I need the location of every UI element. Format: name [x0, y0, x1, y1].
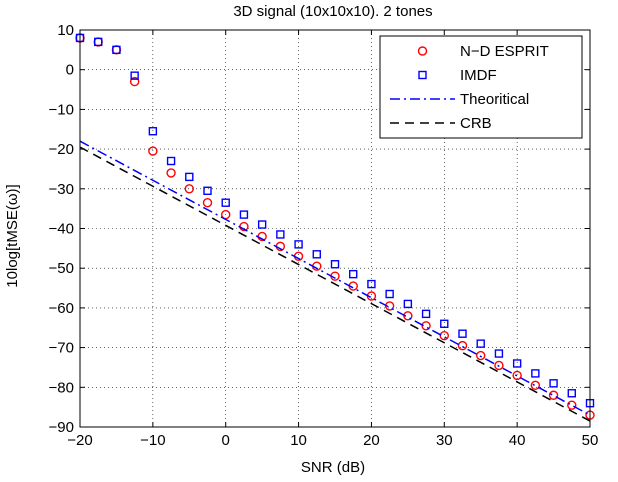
data-point-imdf	[494, 349, 504, 358]
data-point-imdf	[549, 379, 558, 388]
y-tick-label: −60	[49, 300, 74, 317]
legend-marker	[418, 70, 427, 80]
data-point-n-d-esprit	[512, 370, 522, 381]
y-tick-label: −20	[49, 141, 74, 158]
series-crb	[79, 146, 591, 422]
data-point-imdf	[112, 45, 121, 55]
x-tick-label: 0	[222, 432, 230, 449]
x-tick-label: −10	[140, 432, 165, 449]
x-tick-label: 20	[363, 432, 380, 449]
series-imdf	[75, 33, 595, 408]
data-point-imdf	[166, 156, 176, 166]
data-point-n-d-esprit	[148, 146, 158, 156]
y-tick-label: −90	[49, 419, 74, 436]
data-point-imdf	[276, 230, 285, 239]
data-point-imdf	[203, 186, 212, 195]
data-point-imdf	[312, 250, 321, 259]
data-point-imdf	[385, 289, 394, 299]
axis-ticks: −20 −10 0 10 20 30 40 50 −90 −80 −70 −60 −50 −40 −30 −2…	[49, 22, 599, 449]
data-point-imdf	[476, 339, 485, 348]
data-point-imdf	[221, 198, 230, 207]
data-point-n-d-esprit	[548, 390, 559, 400]
x-tick-label: 10	[290, 432, 307, 449]
data-point-n-d-esprit	[439, 330, 449, 341]
legend-marker	[417, 46, 428, 56]
data-point-n-d-esprit	[476, 350, 486, 361]
data-point-imdf	[567, 389, 576, 398]
data-point-imdf	[440, 319, 449, 328]
data-point-imdf	[239, 210, 249, 219]
data-point-imdf	[148, 127, 158, 136]
legend-label: Theoritical	[460, 91, 529, 108]
data-point-n-d-esprit	[494, 360, 504, 371]
data-series	[75, 33, 595, 422]
series-theoritical	[79, 140, 591, 416]
data-point-imdf	[458, 329, 467, 338]
data-point-n-d-esprit	[184, 184, 194, 194]
data-point-imdf	[403, 299, 413, 309]
data-point-n-d-esprit	[567, 400, 577, 410]
data-point-imdf	[130, 71, 139, 80]
y-tick-label: −40	[49, 221, 74, 238]
data-point-n-d-esprit	[421, 321, 431, 331]
legend: N−D ESPRIT IMDF Theoritical CRB	[379, 35, 583, 139]
data-point-imdf	[257, 220, 267, 229]
y-tick-label: −30	[49, 181, 74, 198]
legend-label: N−D ESPRIT	[460, 43, 549, 60]
data-point-imdf	[531, 369, 540, 378]
y-tick-label: −10	[49, 101, 74, 118]
y-tick-label: 10	[57, 22, 74, 39]
x-tick-label: −20	[67, 432, 92, 449]
data-point-imdf	[330, 260, 340, 269]
legend-label: IMDF	[460, 67, 497, 84]
x-axis-title: SNR (dB)	[301, 459, 365, 476]
data-point-n-d-esprit	[166, 168, 176, 178]
x-tick-label: 50	[582, 432, 599, 449]
chart-title: 3D signal (10x10x10). 2 tones	[233, 3, 432, 20]
data-point-n-d-esprit	[530, 380, 541, 391]
data-point-imdf	[512, 359, 522, 368]
y-axis-title: 10log[tMSE(ω)]	[4, 184, 21, 287]
x-tick-label: 40	[509, 432, 526, 449]
series-line-theoritical	[79, 140, 591, 416]
y-tick-label: −80	[49, 379, 74, 396]
y-tick-label: 0	[66, 62, 74, 79]
legend-label: CRB	[460, 115, 492, 132]
legend-box	[379, 35, 583, 139]
data-point-imdf	[367, 279, 376, 289]
series-n-d-esprit	[75, 33, 595, 420]
y-tick-label: −50	[49, 260, 74, 277]
data-point-n-d-esprit	[457, 340, 468, 351]
series-line-crb	[79, 146, 591, 422]
data-point-n-d-esprit	[202, 197, 213, 208]
data-point-imdf	[349, 269, 358, 279]
data-point-imdf	[94, 37, 103, 47]
y-tick-label: −70	[49, 340, 74, 357]
data-point-imdf	[294, 240, 303, 249]
data-point-imdf	[185, 172, 194, 182]
x-tick-label: 30	[436, 432, 453, 449]
data-point-n-d-esprit	[129, 76, 140, 87]
data-point-imdf	[421, 309, 431, 319]
